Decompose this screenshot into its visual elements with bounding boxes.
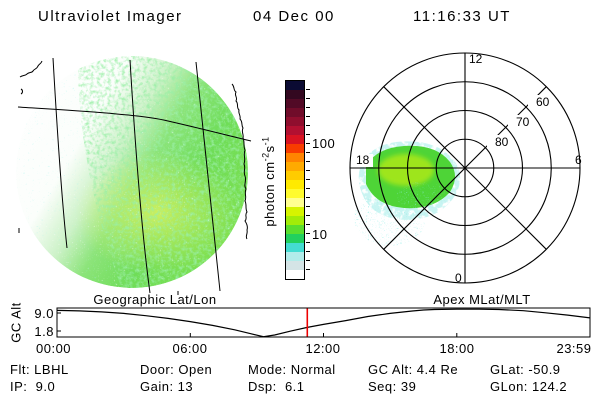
x-tick-2359: 23:59 bbox=[556, 341, 592, 356]
status-field: Door: Open bbox=[140, 362, 213, 377]
status-field: Mode: Normal bbox=[248, 362, 336, 377]
ring-label-70: 70 bbox=[516, 115, 530, 129]
status-field: Flt: LBHL bbox=[10, 362, 69, 377]
strip-title-left: Geographic Lat/Lon bbox=[93, 292, 217, 307]
latitude-line bbox=[17, 106, 252, 142]
aurora-blob bbox=[354, 141, 461, 246]
colorbar-tick-100: 100 bbox=[312, 136, 336, 151]
status-field: Seq: 39 bbox=[368, 379, 417, 394]
status-row-1: Flt: LBHL Door: Open Mode: Normal GC Alt: 4… bbox=[0, 362, 600, 378]
coastline bbox=[20, 88, 23, 95]
x-tick-0600: 06:00 bbox=[172, 341, 208, 356]
gc-alt-curve bbox=[56, 308, 591, 338]
y-tick-1-8: 1.8 bbox=[34, 324, 54, 339]
coastline bbox=[231, 83, 248, 240]
y-tick-9: 9.0 bbox=[34, 306, 54, 321]
polar-plot: 80 70 60 12 18 6 0 bbox=[349, 52, 582, 285]
x-tick-1800: 18:00 bbox=[439, 341, 475, 356]
status-row-2: IP: 9.0 Gain: 13 Dsp: 6.1 Seq: 39 GLon: 124.… bbox=[0, 379, 600, 395]
header-date: 04 Dec 00 bbox=[253, 8, 335, 25]
ring-label-80: 80 bbox=[495, 135, 509, 149]
status-field: GLon: 124.2 bbox=[490, 379, 568, 394]
polar-grid bbox=[349, 52, 581, 284]
polar-label-0: 0 bbox=[455, 271, 462, 285]
coastline bbox=[19, 60, 43, 78]
polar-label-12: 12 bbox=[469, 52, 483, 66]
header-time: 11:16:33 UT bbox=[413, 8, 511, 25]
status-field: GC Alt: 4.4 Re bbox=[368, 362, 459, 377]
x-tick-1200: 12:00 bbox=[305, 341, 341, 356]
status-field: GLat: -50.9 bbox=[490, 362, 561, 377]
header-title: Ultraviolet Imager bbox=[38, 8, 183, 25]
strip-title-right: Apex MLat/MLT bbox=[433, 292, 531, 307]
uvi-disk bbox=[16, 56, 248, 288]
polar-label-18: 18 bbox=[356, 153, 370, 167]
status-field: Gain: 13 bbox=[140, 379, 194, 394]
ring-label-60: 60 bbox=[536, 95, 550, 109]
colorbar-unit-label: photon cm-2s-1 bbox=[260, 136, 277, 227]
status-field: IP: 9.0 bbox=[10, 379, 56, 394]
uvi-earth-image bbox=[16, 56, 252, 295]
meridian-line bbox=[195, 61, 221, 292]
meridian-line bbox=[129, 59, 151, 294]
colorbar-bands bbox=[285, 80, 305, 280]
meridian-line bbox=[52, 57, 68, 249]
status-field: Dsp: 6.1 bbox=[248, 379, 305, 394]
colorbar-tick-10: 10 bbox=[312, 227, 328, 242]
x-tick-0000: 00:00 bbox=[36, 341, 72, 356]
polar-label-6: 6 bbox=[575, 153, 582, 167]
strip-chart bbox=[56, 307, 591, 338]
geo-grid bbox=[17, 57, 252, 295]
colorbar-ticks bbox=[306, 80, 312, 280]
